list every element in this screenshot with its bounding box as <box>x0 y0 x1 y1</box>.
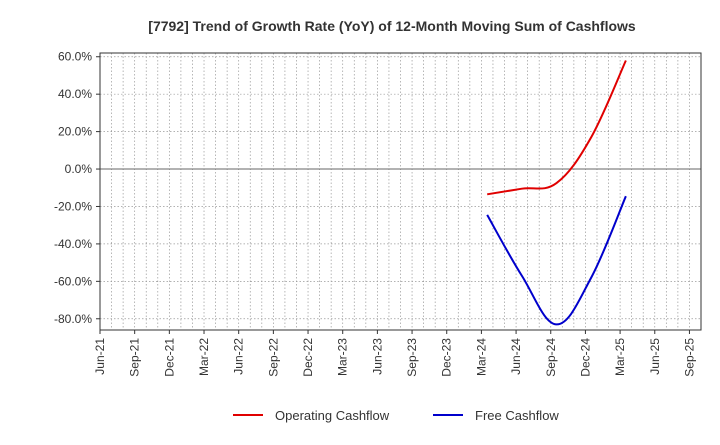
y-tick-label: -60.0% <box>54 274 92 288</box>
x-tick-label: Jun-21 <box>93 338 107 375</box>
y-tick-label: -80.0% <box>54 312 92 326</box>
x-tick-label: Mar-25 <box>613 338 627 376</box>
x-tick-label: Mar-23 <box>336 338 350 376</box>
y-tick-label: 60.0% <box>58 50 92 64</box>
x-tick-label: Sep-25 <box>682 338 696 377</box>
series-layer <box>487 60 626 324</box>
x-tick-label: Dec-21 <box>162 338 176 377</box>
chart-title: [7792] Trend of Growth Rate (YoY) of 12-… <box>148 18 636 34</box>
x-tick-label: Sep-24 <box>544 338 558 377</box>
x-tick-label: Dec-22 <box>301 338 315 377</box>
x-tick-label: Jun-22 <box>232 338 246 375</box>
x-tick-label: Jun-23 <box>370 338 384 375</box>
x-tick-label: Dec-23 <box>440 338 454 377</box>
x-tick-label: Sep-21 <box>128 338 142 377</box>
y-tick-label: 20.0% <box>58 125 92 139</box>
y-axis: 60.0% 40.0% 20.0% 0.0% -20.0% -40.0% -60.0% -80… <box>54 50 100 326</box>
x-tick-label: Mar-24 <box>474 338 488 376</box>
legend: Operating Cashflow Free Cashflow <box>233 408 559 423</box>
x-axis: Jun-21 Sep-21 Dec-21 Mar-22 Jun-22 Sep-22 Dec-… <box>93 330 696 377</box>
x-tick-label: Jun-25 <box>648 338 662 375</box>
x-tick-label: Sep-23 <box>405 338 419 377</box>
operating-cashflow-line <box>487 60 626 194</box>
free-cashflow-line <box>487 196 626 324</box>
y-tick-label: 0.0% <box>65 162 93 176</box>
legend-label-free-cashflow: Free Cashflow <box>475 408 559 423</box>
y-tick-label: -20.0% <box>54 199 92 213</box>
x-tick-label: Dec-24 <box>578 338 592 377</box>
y-tick-label: 40.0% <box>58 87 92 101</box>
x-tick-label: Sep-22 <box>266 338 280 377</box>
x-tick-label: Mar-22 <box>197 338 211 376</box>
y-tick-label: -40.0% <box>54 237 92 251</box>
x-tick-label: Jun-24 <box>509 338 523 375</box>
legend-label-operating-cashflow: Operating Cashflow <box>275 408 390 423</box>
